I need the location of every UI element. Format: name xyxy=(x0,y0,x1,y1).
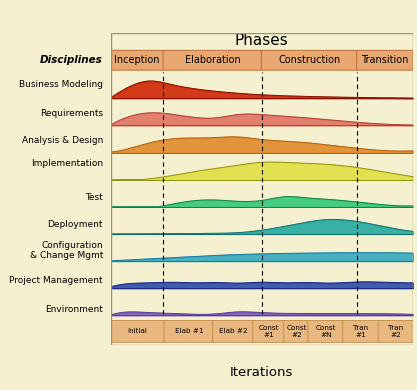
Text: Const
#1: Const #1 xyxy=(259,325,279,338)
Text: Test: Test xyxy=(85,193,103,202)
FancyBboxPatch shape xyxy=(110,321,165,342)
Text: Implementation: Implementation xyxy=(31,159,103,168)
Text: Analysis & Design: Analysis & Design xyxy=(22,136,103,145)
Text: Business Modeling: Business Modeling xyxy=(19,80,103,89)
Text: Configuration
& Change Mgmt: Configuration & Change Mgmt xyxy=(30,241,103,261)
Text: Tran
#2: Tran #2 xyxy=(388,325,403,338)
Text: Phases: Phases xyxy=(235,33,289,48)
Text: Elaboration: Elaboration xyxy=(185,55,241,65)
Text: Disciplines: Disciplines xyxy=(40,55,103,65)
FancyBboxPatch shape xyxy=(163,50,262,70)
Text: Transition: Transition xyxy=(361,55,409,65)
Text: Construction: Construction xyxy=(278,55,340,65)
Text: Const
#N: Const #N xyxy=(316,325,336,338)
FancyBboxPatch shape xyxy=(110,50,164,70)
FancyBboxPatch shape xyxy=(357,50,413,70)
FancyBboxPatch shape xyxy=(308,321,344,342)
FancyBboxPatch shape xyxy=(253,321,285,342)
Text: Elab #2: Elab #2 xyxy=(219,328,248,334)
FancyBboxPatch shape xyxy=(261,50,357,70)
Text: Deployment: Deployment xyxy=(48,220,103,229)
Text: Project Management: Project Management xyxy=(9,276,103,285)
Text: Environment: Environment xyxy=(45,305,103,314)
FancyBboxPatch shape xyxy=(213,321,254,342)
FancyBboxPatch shape xyxy=(284,321,309,342)
Text: Initial: Initial xyxy=(128,328,148,334)
Text: Elab #1: Elab #1 xyxy=(175,328,203,334)
Text: Const
#2: Const #2 xyxy=(286,325,306,338)
Text: Inception: Inception xyxy=(114,55,160,65)
FancyBboxPatch shape xyxy=(164,321,214,342)
FancyBboxPatch shape xyxy=(378,321,413,342)
Text: Iterations: Iterations xyxy=(230,367,293,379)
Text: Tran
#1: Tran #1 xyxy=(354,325,369,338)
FancyBboxPatch shape xyxy=(343,321,379,342)
Text: Requirements: Requirements xyxy=(40,109,103,118)
